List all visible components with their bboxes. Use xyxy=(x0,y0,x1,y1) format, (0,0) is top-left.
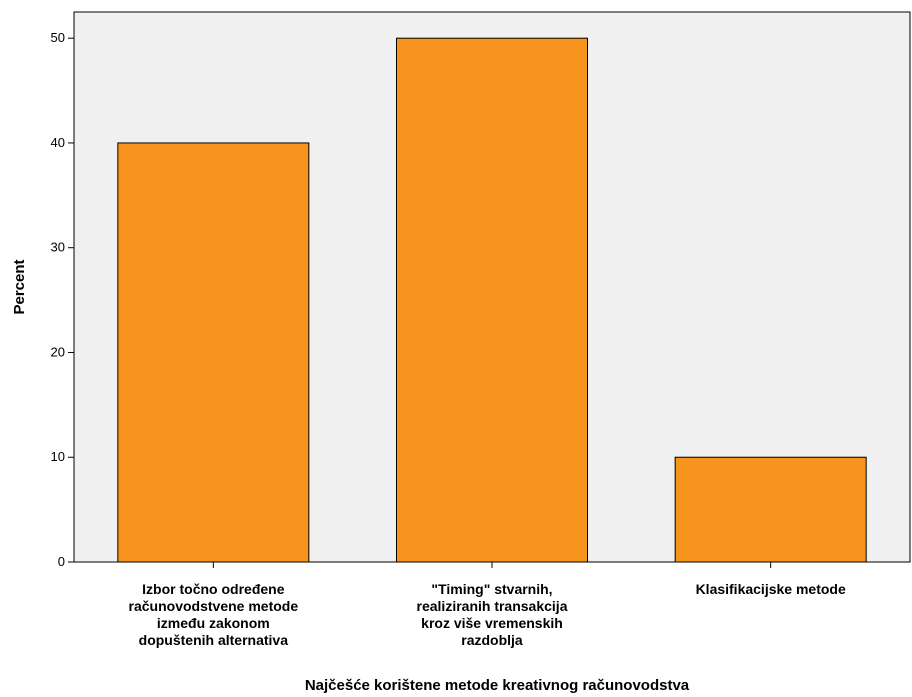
x-category-label-line: "Timing" stvarnih, xyxy=(431,581,552,597)
y-tick-label: 40 xyxy=(51,135,65,150)
x-category-label-line: razdoblja xyxy=(461,632,523,648)
x-category-label: Klasifikacijske metode xyxy=(696,581,846,597)
x-category-label: Izbor točno određene računovodstvene meto… xyxy=(129,581,299,648)
y-tick-label: 0 xyxy=(58,554,65,569)
y-axis-title: Percent xyxy=(11,259,28,314)
x-category-label-line: dopuštenih alternativa xyxy=(139,632,289,648)
x-axis: Izbor točno određene računovodstvene meto… xyxy=(129,562,846,648)
y-tick-label: 30 xyxy=(51,240,65,255)
x-category-label-line: između zakonom xyxy=(157,615,270,631)
x-axis-title: Najčešće korištene metode kreativnog rač… xyxy=(305,677,690,694)
y-tick-label: 10 xyxy=(51,449,65,464)
x-category-label-line: Izbor točno određene xyxy=(142,581,285,597)
bar xyxy=(674,456,867,563)
x-category-label: "Timing" stvarnih, realiziranih transakci… xyxy=(417,581,568,648)
x-category-label-line: realiziranih transakcija xyxy=(417,598,568,614)
x-category-label-line: kroz više vremenskih xyxy=(421,615,563,631)
bars-group xyxy=(117,37,867,563)
bar xyxy=(117,142,310,563)
y-axis: 0 10 20 30 40 50 xyxy=(51,30,74,569)
x-category-label-line: računovodstvene metode xyxy=(129,598,299,614)
x-category-label-line: Klasifikacijske metode xyxy=(696,581,846,597)
bar xyxy=(396,37,588,563)
y-tick-label: 20 xyxy=(51,344,65,359)
y-tick-label: 50 xyxy=(51,30,65,45)
